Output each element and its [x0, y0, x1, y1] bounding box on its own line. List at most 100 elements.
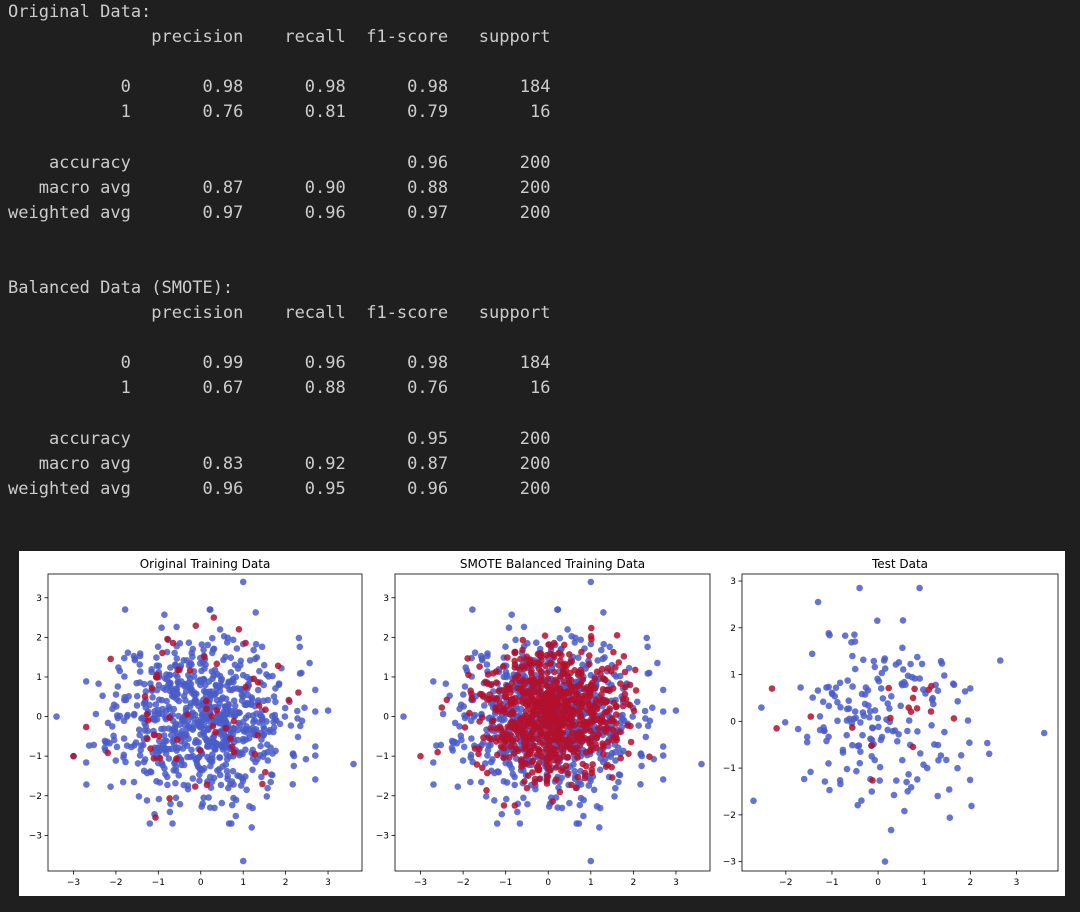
y-tick-label: 1 [730, 671, 736, 681]
point-class-1 [516, 720, 524, 727]
point-class-0 [180, 717, 188, 725]
point-class-0 [172, 763, 180, 770]
point-class-0 [512, 636, 519, 644]
point-class-1 [509, 710, 516, 717]
point-class-1 [521, 778, 528, 785]
point-class-1 [609, 726, 617, 733]
point-class-0 [121, 654, 128, 662]
point-class-0 [914, 776, 921, 783]
point-class-0 [456, 705, 463, 713]
point-class-0 [239, 671, 247, 679]
point-class-0 [904, 672, 912, 680]
point-class-0 [207, 762, 214, 770]
point-class-0 [856, 759, 864, 767]
point-class-1 [209, 722, 217, 730]
point-class-0 [136, 668, 144, 675]
point-class-0 [167, 800, 174, 808]
point-class-0 [95, 680, 102, 687]
point-class-0 [467, 778, 474, 786]
point-class-1 [621, 684, 629, 691]
y-tick-label: 2 [36, 633, 42, 643]
point-class-0 [469, 606, 476, 613]
point-class-0 [173, 623, 180, 631]
point-class-0 [226, 753, 233, 760]
point-class-1 [557, 688, 565, 695]
point-class-0 [220, 656, 227, 664]
point-class-1 [464, 655, 471, 662]
point-class-0 [216, 672, 224, 680]
point-class-0 [200, 646, 207, 654]
point-class-0 [594, 657, 601, 664]
point-class-0 [831, 693, 839, 700]
point-class-1 [579, 760, 587, 768]
point-class-1 [524, 772, 532, 779]
point-class-0 [202, 661, 209, 668]
point-class-0 [124, 649, 132, 656]
point-class-0 [430, 759, 437, 766]
point-class-0 [252, 758, 259, 766]
point-class-0 [866, 708, 874, 715]
axes-frame [394, 573, 711, 872]
point-class-0 [153, 716, 161, 723]
point-class-0 [160, 725, 168, 732]
point-class-0 [564, 626, 571, 633]
point-class-1 [581, 769, 589, 777]
point-class-1 [543, 773, 551, 780]
point-class-1 [186, 667, 194, 674]
point-class-1 [609, 685, 617, 692]
point-class-0 [189, 645, 197, 653]
point-class-0 [239, 578, 247, 586]
point-class-0 [877, 736, 885, 744]
point-class-0 [240, 737, 247, 745]
point-class-0 [900, 678, 908, 686]
point-class-0 [272, 747, 279, 755]
point-class-0 [264, 784, 271, 792]
point-class-0 [140, 767, 148, 775]
point-class-0 [843, 717, 851, 724]
point-class-0 [568, 633, 575, 640]
point-class-0 [866, 714, 873, 721]
x-tick-label: 2 [967, 878, 973, 888]
point-class-1 [203, 697, 210, 705]
y-tick-label: 2 [383, 633, 389, 643]
point-class-0 [899, 756, 906, 764]
point-class-0 [931, 741, 938, 748]
point-class-1 [545, 641, 552, 648]
point-class-1 [571, 667, 578, 674]
point-class-0 [246, 803, 253, 810]
point-class-1 [513, 735, 520, 743]
point-class-0 [460, 691, 467, 698]
point-class-1 [564, 753, 572, 761]
point-class-0 [195, 739, 202, 746]
point-class-0 [659, 686, 667, 694]
scatter-panel: Original Training Data −3 −2 −1 0 1 2 3 −3 −2 −1 0 1… [29, 557, 363, 888]
point-class-1 [627, 738, 635, 746]
point-class-0 [260, 723, 267, 731]
point-class-0 [642, 733, 650, 741]
scatter-points [53, 578, 357, 865]
axes-frame [47, 573, 363, 872]
point-class-0 [216, 771, 224, 779]
point-class-1 [617, 680, 624, 687]
scatter-panel: SMOTE Balanced Training Data −3 −2 −1 0 1 2 3 −3… [376, 557, 711, 888]
point-class-1 [544, 715, 551, 722]
point-class-0 [166, 808, 174, 816]
point-class-1 [434, 748, 441, 756]
point-class-1 [443, 696, 451, 704]
point-class-0 [260, 697, 267, 705]
point-class-0 [200, 794, 207, 801]
point-class-1 [465, 671, 472, 679]
point-class-1 [203, 705, 210, 713]
point-class-1 [155, 732, 163, 740]
point-class-0 [116, 667, 124, 675]
point-class-1 [476, 745, 483, 753]
point-class-1 [887, 714, 894, 722]
point-class-0 [147, 768, 154, 775]
point-class-0 [121, 696, 128, 704]
point-class-1 [589, 703, 596, 710]
point-class-0 [509, 770, 517, 778]
point-class-0 [808, 650, 816, 658]
point-class-0 [844, 677, 851, 684]
point-class-0 [659, 743, 667, 750]
point-class-0 [152, 701, 160, 708]
